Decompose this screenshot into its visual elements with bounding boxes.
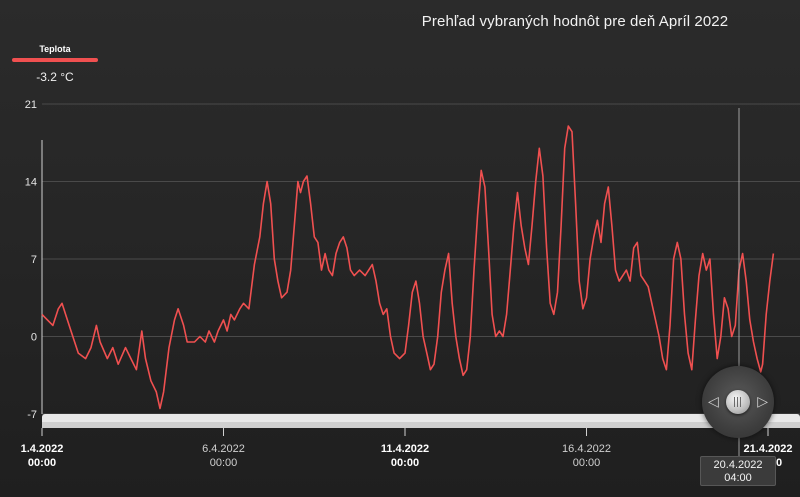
chevron-right-icon[interactable]: ▷ — [757, 393, 768, 409]
grip-line — [737, 397, 738, 407]
series-layer — [41, 125, 775, 410]
y-axis: -7 0 7 14 21 — [25, 99, 43, 421]
y-tick-label: 7 — [31, 254, 37, 266]
x-tick-time: 00:00 — [28, 457, 56, 469]
chevron-left-icon[interactable]: ◁ — [708, 393, 719, 409]
grip-line — [740, 397, 741, 407]
legend-swatch — [12, 58, 98, 62]
x-tick-time: 00:00 — [573, 457, 601, 469]
x-tick-date: 21.4.2022 — [744, 443, 793, 455]
y-tick-label: 0 — [31, 332, 37, 344]
zoom-knob[interactable] — [726, 390, 750, 414]
grip-line — [734, 397, 735, 407]
tooltip-date: 20.4.2022 — [713, 459, 763, 471]
x-tick-date: 11.4.2022 — [381, 443, 429, 455]
y-tick-label: -7 — [27, 409, 37, 421]
zoom-control[interactable]: ◁ ▷ — [702, 366, 774, 438]
legend-series-name: Teplota — [39, 44, 71, 54]
y-tick-label: 21 — [25, 99, 37, 111]
x-tick-date: 16.4.2022 — [562, 443, 611, 455]
x-tick-date: 1.4.2022 — [21, 443, 64, 455]
x-axis: 1.4.2022 00:00 6.4.2022 00:00 11.4.2022 00:00… — [21, 428, 793, 469]
y-tick-label: 14 — [25, 177, 37, 189]
grid-layer — [42, 103, 800, 415]
tooltip-time: 04:00 — [724, 472, 752, 484]
legend-current-value: -3.2 °C — [36, 70, 74, 84]
x-tick-time: 00:00 — [391, 457, 419, 469]
crosshair-tooltip: 20.4.2022 04:00 — [700, 456, 776, 486]
scrollbar-shade — [42, 422, 800, 428]
x-tick-time: 00:00 — [210, 457, 238, 469]
series-line-teplota[interactable] — [41, 125, 775, 410]
legend[interactable]: Teplota -3.2 °C — [10, 44, 100, 84]
x-tick-date: 6.4.2022 — [202, 443, 245, 455]
chart-title: Prehľad vybraných hodnôt pre deň Apríl 2… — [421, 13, 729, 30]
